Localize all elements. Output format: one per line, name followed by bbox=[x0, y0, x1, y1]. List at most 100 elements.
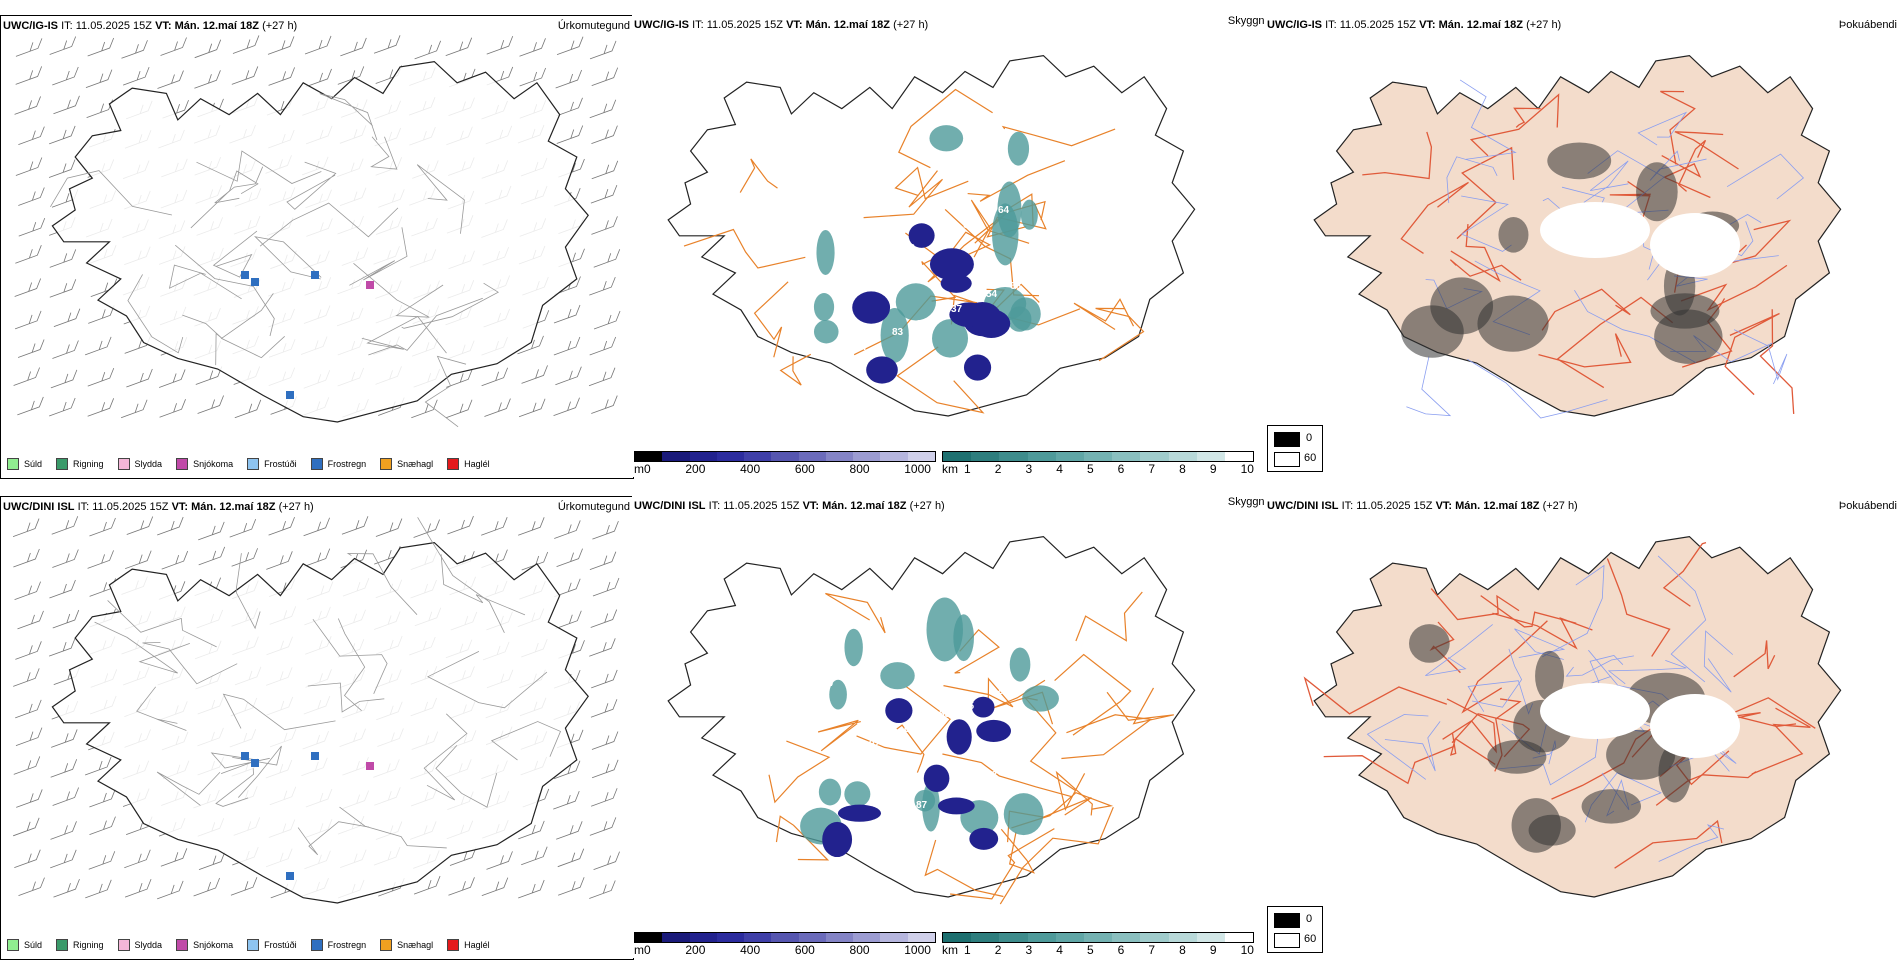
wind-barb bbox=[446, 369, 473, 388]
visibility-area bbox=[880, 662, 915, 690]
fog-map bbox=[1303, 535, 1842, 898]
wind-barb bbox=[231, 66, 259, 85]
wind-barb bbox=[591, 788, 618, 807]
cloudbase-ticks: 0 200 400 600 800 1000 bbox=[644, 943, 931, 957]
colorbar-segment bbox=[971, 452, 1000, 461]
precip-cell bbox=[286, 872, 294, 880]
wind-barb bbox=[592, 520, 619, 540]
cloudbase-area bbox=[940, 273, 972, 293]
road-line bbox=[94, 621, 190, 674]
wind-barb bbox=[87, 37, 115, 57]
wind-barb bbox=[303, 517, 330, 537]
wind-barb bbox=[591, 759, 619, 779]
legend-item: Snæhagl bbox=[380, 458, 433, 470]
colorbar-segment bbox=[880, 933, 908, 942]
legend-label: Súld bbox=[24, 940, 43, 950]
legend-label: Slydda bbox=[134, 459, 163, 469]
fog-area bbox=[1409, 624, 1450, 663]
legend-label: Haglél bbox=[464, 940, 490, 950]
wind-barb bbox=[556, 125, 584, 144]
road-line bbox=[416, 164, 465, 234]
road-line bbox=[312, 618, 388, 694]
wind-barb bbox=[15, 727, 43, 746]
visibility-panel: 74 92 87 35 76 78 60 87 86 97 57 65 43 UWC/DINI ISL … bbox=[632, 496, 1267, 958]
iceland-outline bbox=[51, 541, 589, 904]
wind-barb bbox=[232, 35, 260, 54]
colorbar-tick: 800 bbox=[849, 943, 870, 957]
wind-barb bbox=[193, 877, 220, 897]
legend-label: Rigning bbox=[73, 940, 104, 950]
fog-area bbox=[1511, 798, 1561, 853]
wind-barb bbox=[18, 187, 45, 206]
cloudbase-area bbox=[929, 248, 974, 281]
road-line bbox=[924, 839, 1004, 898]
road-line bbox=[232, 745, 282, 798]
colorbar-segment bbox=[744, 933, 772, 942]
wind-barb bbox=[50, 369, 78, 389]
wind-barb bbox=[555, 366, 582, 386]
wind-barb bbox=[230, 877, 258, 896]
wind-barb bbox=[18, 877, 45, 896]
road-line bbox=[1449, 733, 1496, 765]
wind-barb bbox=[17, 339, 45, 358]
road-line bbox=[214, 166, 264, 204]
fog-max-label: 60 bbox=[1304, 452, 1317, 464]
road-line bbox=[490, 721, 562, 761]
legend-swatch bbox=[176, 939, 189, 951]
wind-barb bbox=[591, 216, 618, 235]
wind-barb bbox=[49, 125, 76, 145]
colorbar-tick: 9 bbox=[1209, 462, 1217, 476]
wind-barb bbox=[84, 756, 112, 776]
road-line bbox=[1751, 707, 1811, 775]
wind-barb bbox=[414, 40, 442, 60]
wind-barb bbox=[89, 816, 116, 835]
wind-barb bbox=[15, 245, 42, 264]
iceland-outline bbox=[51, 60, 589, 423]
road-line bbox=[1662, 541, 1707, 607]
precip-cell bbox=[311, 752, 319, 760]
wind-barb bbox=[198, 521, 225, 541]
legend-swatch bbox=[7, 939, 19, 951]
visibility-map: 25 55 63 68 66 67 69 37 64 88 83 57 54 32 35 bbox=[667, 54, 1196, 417]
cloudbase-label: 65 bbox=[939, 709, 951, 720]
legend-item: Súld bbox=[7, 939, 42, 951]
wind-barb bbox=[589, 880, 616, 899]
cloudbase-label: 97 bbox=[845, 747, 857, 758]
road-line bbox=[1323, 745, 1455, 785]
colorbar-segment bbox=[716, 452, 745, 461]
cloudbase-area bbox=[885, 698, 913, 724]
road-line bbox=[999, 806, 1114, 905]
visibility-ticks: 1 2 3 4 5 6 7 8 9 10 bbox=[964, 462, 1254, 476]
wind-barb bbox=[194, 70, 221, 89]
wind-barb bbox=[51, 729, 78, 748]
fog-swatch-min bbox=[1274, 913, 1300, 928]
colorbar-tick: 10 bbox=[1240, 943, 1254, 957]
cloudbase-area bbox=[852, 291, 891, 324]
wind-barb bbox=[49, 579, 76, 599]
road-line bbox=[319, 93, 378, 141]
road-line bbox=[1733, 329, 1788, 385]
colorbar-tick: 600 bbox=[794, 462, 815, 476]
wind-barb bbox=[89, 788, 116, 808]
road-line bbox=[943, 677, 1014, 708]
wind-barb bbox=[448, 877, 475, 896]
wind-barb bbox=[445, 399, 473, 419]
legend-label: Súld bbox=[24, 459, 43, 469]
road-line bbox=[1614, 819, 1723, 869]
road-line bbox=[1400, 181, 1469, 254]
road-line bbox=[1000, 828, 1035, 874]
colorbar-segment bbox=[635, 452, 663, 461]
visibility-area bbox=[816, 229, 835, 275]
wind-barb bbox=[17, 396, 44, 416]
road-line bbox=[1467, 358, 1608, 419]
wind-barb bbox=[591, 125, 618, 145]
colorbar-tick: 10 bbox=[1240, 462, 1254, 476]
wind-barb bbox=[411, 399, 438, 419]
cloudbase-area bbox=[923, 764, 950, 792]
cloudbase-area bbox=[971, 696, 995, 718]
wind-barb bbox=[124, 878, 152, 898]
cloudbase-area bbox=[972, 309, 1011, 338]
colorbar-segment bbox=[1196, 933, 1225, 942]
road-line bbox=[210, 752, 270, 774]
wind-barb bbox=[160, 848, 188, 867]
